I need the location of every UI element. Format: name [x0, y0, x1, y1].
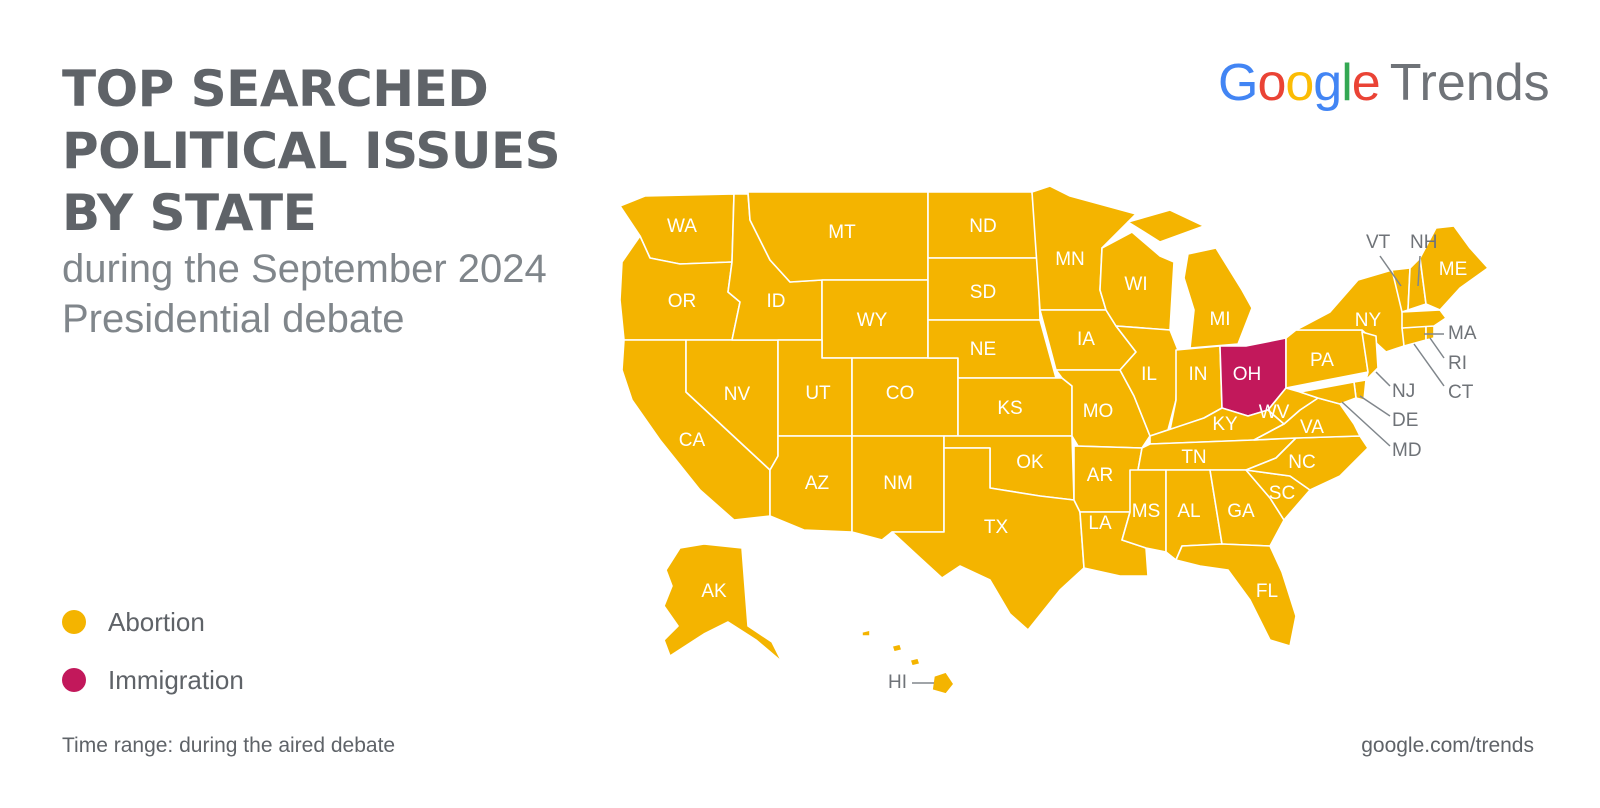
legend-swatch-immigration — [62, 668, 86, 692]
state-label-me: ME — [1439, 259, 1468, 280]
state-label-nc: NC — [1288, 452, 1315, 473]
state-fl — [1175, 543, 1297, 647]
legend: Abortion Immigration — [62, 605, 244, 721]
state-label-co: CO — [886, 383, 915, 404]
leaders-layer: VT NH MA RI CT NJ DE MD HI — [888, 232, 1477, 693]
state-label-wv: WV — [1259, 402, 1290, 423]
state-label-wi: WI — [1124, 274, 1147, 295]
state-label-de: DE — [1392, 410, 1418, 431]
logo-letter: l — [1341, 54, 1353, 112]
logo-letter: e — [1351, 54, 1381, 112]
logo-letter: G — [1218, 54, 1258, 112]
state-label-ks: KS — [997, 398, 1022, 419]
state-label-mt: MT — [828, 222, 856, 243]
state-label-ny: NY — [1355, 310, 1382, 331]
state-label-nv: NV — [724, 384, 751, 405]
legend-label-immigration: Immigration — [108, 664, 244, 695]
state-label-mi: MI — [1209, 309, 1230, 330]
state-nj — [1361, 331, 1379, 381]
state-label-wa: WA — [667, 216, 697, 237]
state-md — [1299, 381, 1357, 405]
state-label-al: AL — [1177, 501, 1200, 522]
state-hi — [861, 629, 955, 695]
state-label-vt: VT — [1366, 232, 1391, 253]
state-label-tn: TN — [1181, 447, 1206, 468]
state-label-ut: UT — [805, 383, 831, 404]
leader-line-vt — [1379, 255, 1402, 287]
state-ak — [663, 543, 783, 663]
legend-label-abortion: Abortion — [108, 606, 205, 637]
logo-letter: o — [1257, 54, 1286, 112]
state-label-nj: NJ — [1392, 381, 1415, 402]
state-label-ct: CT — [1448, 382, 1474, 403]
state-label-mo: MO — [1083, 401, 1114, 422]
google-wordmark: Google — [1218, 54, 1381, 112]
state-label-la: LA — [1088, 513, 1112, 534]
labels-layer: WA OR CA NV ID MT WY UT AZ CO NM ND SD NE KS OK TX MN IA MO… — [667, 216, 1467, 602]
state-label-id: ID — [767, 291, 786, 312]
state-nc — [1245, 435, 1369, 491]
state-label-ky: KY — [1212, 414, 1238, 435]
state-label-sd: SD — [970, 282, 996, 303]
leader-line-ri — [1429, 337, 1445, 359]
state-me — [1419, 225, 1489, 311]
state-label-ma: MA — [1448, 323, 1477, 344]
state-label-oh: OH — [1233, 364, 1262, 385]
state-label-ga: GA — [1227, 501, 1255, 522]
leader-line-md — [1341, 401, 1391, 447]
state-label-ca: CA — [679, 430, 706, 451]
states-layer — [619, 185, 1489, 695]
logo-letter: g — [1313, 54, 1342, 112]
state-label-tx: TX — [984, 517, 1009, 538]
state-label-nh: NH — [1410, 232, 1437, 253]
legend-swatch-abortion — [62, 610, 86, 634]
state-label-fl: FL — [1256, 581, 1278, 602]
legend-item-immigration: Immigration — [62, 663, 244, 697]
time-range-note: Time range: during the aired debate — [62, 734, 396, 757]
state-label-ne: NE — [970, 339, 996, 360]
state-label-ar: AR — [1087, 465, 1113, 486]
state-label-az: AZ — [805, 473, 830, 494]
state-label-ia: IA — [1077, 329, 1095, 350]
state-ri — [1425, 325, 1435, 341]
state-label-sc: SC — [1269, 483, 1295, 504]
state-label-nm: NM — [883, 473, 913, 494]
state-label-il: IL — [1141, 364, 1157, 385]
trends-wordmark: Trends — [1389, 54, 1550, 112]
state-mi — [1127, 209, 1253, 349]
state-tx — [891, 447, 1085, 631]
state-label-or: OR — [668, 291, 697, 312]
state-label-hi: HI — [888, 672, 907, 693]
state-ct — [1401, 325, 1427, 347]
state-label-ms: MS — [1132, 501, 1161, 522]
leader-line-nh — [1417, 255, 1421, 287]
state-label-pa: PA — [1310, 350, 1334, 371]
legend-item-abortion: Abortion — [62, 605, 244, 639]
source-link[interactable]: google.com/trends — [1361, 734, 1534, 757]
state-label-md: MD — [1392, 440, 1422, 461]
google-trends-logo: Google Trends — [1218, 52, 1550, 114]
state-label-mn: MN — [1055, 249, 1085, 270]
logo-letter: o — [1285, 54, 1314, 112]
page-subtitle: during the September 2024 Presidential d… — [62, 247, 547, 341]
state-label-nd: ND — [969, 216, 996, 237]
state-label-ak: AK — [701, 581, 727, 602]
state-label-va: VA — [1300, 417, 1324, 438]
leader-line-de — [1359, 395, 1391, 417]
page-title: TOP SEARCHED POLITICAL ISSUES BY STATE — [62, 60, 561, 242]
leader-line-nj — [1375, 371, 1391, 387]
state-label-ok: OK — [1016, 452, 1044, 473]
state-label-wy: WY — [857, 310, 888, 331]
state-ma — [1401, 309, 1447, 329]
state-label-in: IN — [1189, 364, 1208, 385]
state-label-ri: RI — [1448, 353, 1467, 374]
leader-line-ct — [1413, 343, 1445, 387]
